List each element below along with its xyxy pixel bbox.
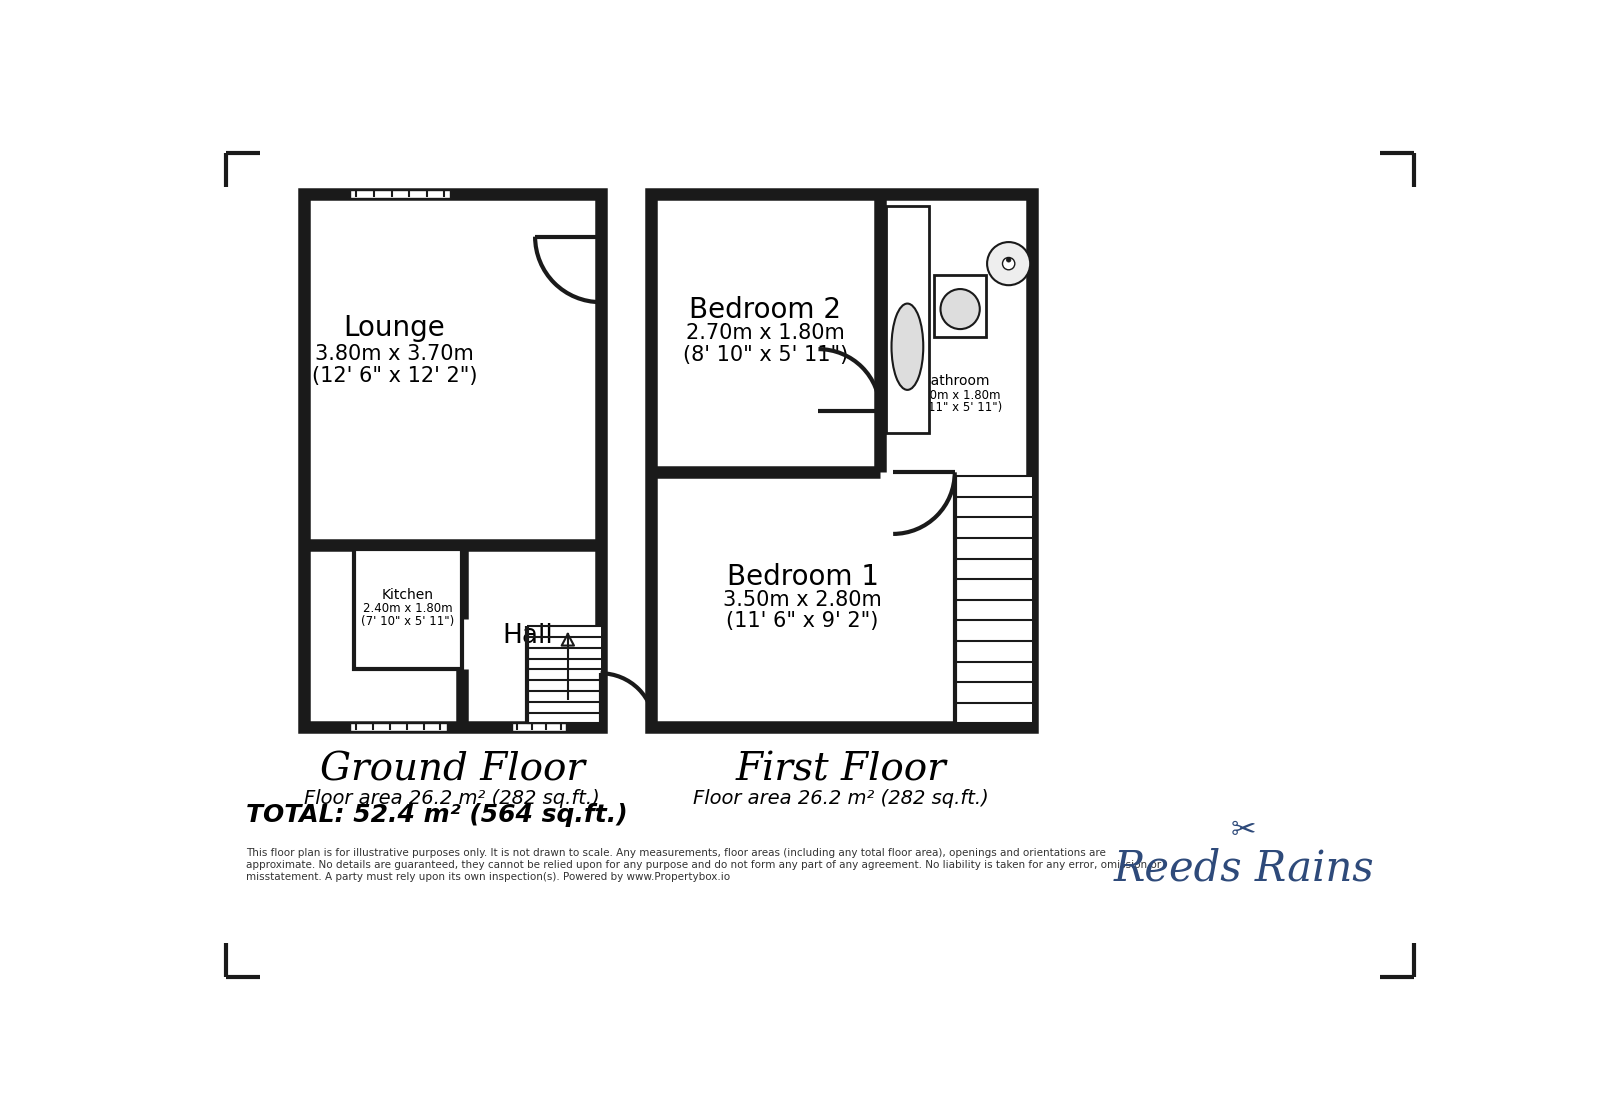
Text: Bedroom 2: Bedroom 2 — [690, 297, 842, 325]
Bar — [934, 275, 986, 337]
Circle shape — [987, 242, 1030, 285]
Bar — [350, 723, 446, 731]
Text: Ground Floor: Ground Floor — [320, 751, 586, 788]
Ellipse shape — [941, 289, 979, 329]
Text: TOTAL: 52.4 m² (564 sq.ft.): TOTAL: 52.4 m² (564 sq.ft.) — [246, 803, 627, 827]
Bar — [350, 723, 446, 731]
Text: (11' 6" x 9' 2"): (11' 6" x 9' 2") — [726, 611, 878, 631]
Text: 3.50m x 2.80m: 3.50m x 2.80m — [723, 590, 882, 610]
Ellipse shape — [891, 303, 923, 389]
Bar — [651, 195, 1032, 727]
Text: (12' 6" x 12' 2"): (12' 6" x 12' 2") — [312, 366, 477, 386]
Bar — [512, 723, 566, 731]
Text: Hall: Hall — [502, 623, 552, 649]
Circle shape — [1006, 257, 1011, 262]
Text: Floor area 26.2 m² (282 sq.ft.): Floor area 26.2 m² (282 sq.ft.) — [304, 789, 600, 808]
Bar — [354, 549, 462, 669]
Bar — [512, 723, 566, 731]
Text: (7' 10" x 5' 11"): (7' 10" x 5' 11") — [362, 614, 454, 628]
Text: Floor area 26.2 m² (282 sq.ft.): Floor area 26.2 m² (282 sq.ft.) — [693, 789, 989, 808]
Text: Kitchen: Kitchen — [382, 589, 434, 602]
Circle shape — [1003, 257, 1014, 270]
Bar — [886, 206, 928, 433]
Bar — [354, 549, 462, 669]
Bar — [955, 477, 1032, 723]
Text: First Floor: First Floor — [736, 751, 947, 788]
Text: Reeds Rains: Reeds Rains — [1114, 848, 1374, 890]
Text: (5' 11" x 5' 11"): (5' 11" x 5' 11") — [909, 401, 1003, 414]
Text: Lounge: Lounge — [344, 313, 445, 341]
Bar — [886, 206, 928, 433]
Text: ✂: ✂ — [1230, 816, 1256, 845]
Text: 2.40m x 1.80m: 2.40m x 1.80m — [363, 602, 453, 615]
Text: 3.80m x 3.70m: 3.80m x 3.70m — [315, 345, 474, 365]
Bar — [528, 627, 600, 723]
Bar — [934, 275, 986, 337]
Text: 2.70m x 1.80m: 2.70m x 1.80m — [686, 323, 845, 344]
Bar — [304, 195, 600, 727]
Text: Bathroom: Bathroom — [922, 375, 990, 388]
Text: Bedroom 1: Bedroom 1 — [726, 563, 878, 591]
Text: This floor plan is for illustrative purposes only. It is not drawn to scale. Any: This floor plan is for illustrative purp… — [246, 848, 1162, 882]
Text: (8' 10" x 5' 11"): (8' 10" x 5' 11") — [683, 345, 848, 365]
Text: 1.80m x 1.80m: 1.80m x 1.80m — [910, 388, 1000, 402]
Bar — [350, 190, 451, 198]
Bar — [350, 190, 451, 198]
